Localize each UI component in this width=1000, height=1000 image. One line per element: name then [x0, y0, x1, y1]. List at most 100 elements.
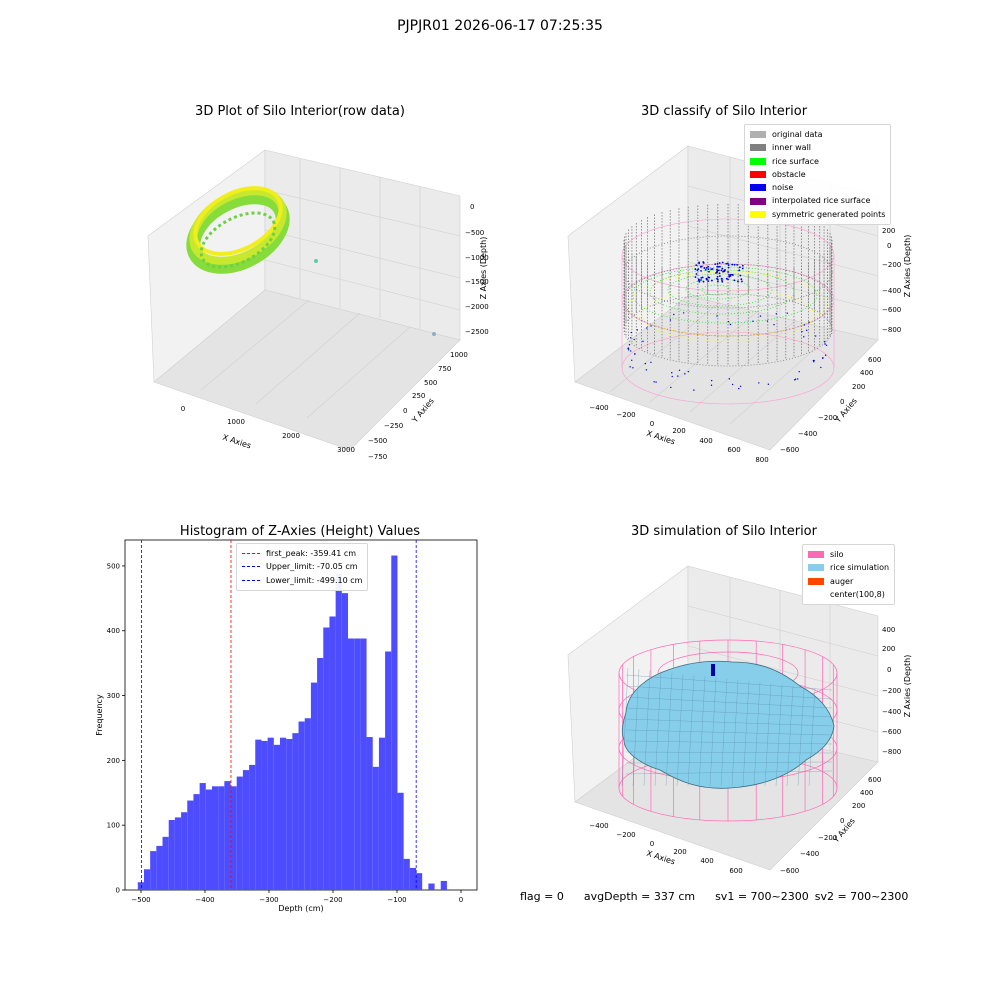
mesh-line [625, 718, 833, 727]
noise-point [707, 268, 710, 271]
noise-point [710, 279, 713, 282]
noise-point [729, 323, 732, 326]
panel1-y-ticks: −750 −500 −250 0 250 500 750 1000 [368, 351, 468, 461]
noise-point [728, 274, 730, 276]
panel2-z-tick: −800 [882, 326, 901, 334]
panel1-y-tick: −750 [368, 453, 387, 461]
panel4-x-tick: 0 [650, 840, 654, 848]
noise-point [653, 381, 655, 383]
noise-point [631, 359, 633, 362]
panel4-x-tick: 200 [673, 848, 686, 856]
noise-point [717, 265, 720, 268]
legend-entry: interpolated rice surface [750, 194, 885, 207]
histogram-bar [150, 851, 157, 890]
noise-point [700, 265, 703, 268]
mesh-line [709, 677, 717, 787]
histogram-bar [329, 616, 336, 890]
histogram-bar [416, 873, 423, 890]
figure-title: PJPJR01 2026-06-17 07:25:35 [397, 18, 603, 34]
histogram-bar [372, 766, 379, 890]
panel1-z-tick: −500 [465, 229, 484, 237]
legend-label: obstacle [772, 169, 806, 179]
noise-point [705, 277, 708, 280]
noise-point [736, 264, 739, 266]
histogram-bar [205, 789, 212, 890]
noise-point [722, 270, 724, 273]
noise-point [737, 280, 739, 283]
panel2-z-tick: −200 [882, 261, 901, 269]
noise-point [630, 350, 632, 352]
histogram-bar [236, 776, 243, 890]
histogram-bar [378, 737, 386, 890]
legend-swatch [750, 144, 766, 152]
histogram-bar [348, 638, 355, 890]
noise-point [703, 267, 706, 269]
noise-point [731, 273, 734, 276]
noise-point [716, 278, 719, 281]
panel4-x-ticks: −400 −200 0 200 400 600 [589, 822, 742, 875]
noise-point [628, 344, 631, 346]
panel1-z-tick: −2000 [465, 303, 489, 311]
noise-point [822, 357, 824, 359]
histogram-bar [168, 820, 175, 890]
noise-point [710, 268, 713, 271]
histogram-bar [409, 867, 417, 890]
noise-point [718, 272, 721, 275]
panel4-rice-surface [621, 660, 835, 789]
noise-point [707, 265, 710, 268]
panel2-y-tick: −600 [780, 446, 799, 454]
panel1-z-tick: −1000 [465, 254, 489, 262]
noise-point [697, 278, 700, 281]
noise-point [704, 268, 707, 271]
noise-point [698, 280, 701, 283]
histogram-bar [323, 627, 330, 890]
histogram-bar [242, 770, 250, 890]
histogram-bar [137, 882, 144, 890]
noise-point [825, 344, 828, 347]
panel4-z-label: Z Axies (Depth) [903, 655, 912, 718]
noise-point [694, 268, 697, 271]
noise-point [824, 343, 826, 345]
legend-line-swatch [242, 553, 260, 555]
panel4-y-ticks: −600 −400 −200 0 200 400 600 [780, 776, 881, 875]
noise-point [705, 267, 708, 269]
noise-point [716, 315, 718, 317]
panel1-x-tick: 1000 [227, 418, 245, 426]
legend-entry: first_peak: -359.41 cm [242, 547, 362, 560]
noise-point [716, 262, 719, 265]
noise-point [801, 330, 803, 333]
y-tick-label: 100 [107, 822, 120, 830]
noise-point [766, 320, 769, 322]
legend-entry: auger [808, 575, 889, 588]
histogram-bar [317, 657, 324, 890]
x-tick-label: −300 [259, 896, 278, 904]
noise-point [650, 325, 652, 327]
legend-line-swatch [242, 566, 260, 568]
mesh-line [742, 681, 750, 787]
histogram-bar [249, 764, 256, 890]
panel2-x-tick: 0 [650, 420, 654, 428]
panel2-x-tick: 600 [727, 446, 740, 454]
footer-stats: flag = 0 avgDepth = 337 cm sv1 = 700~2300 s… [520, 890, 928, 903]
noise-point [687, 370, 690, 373]
noise-point [741, 264, 744, 267]
histogram-bar [310, 682, 318, 890]
legend-entry: rice surface [750, 155, 885, 168]
panel2-noise [627, 261, 828, 391]
avg-depth-value: avgDepth = 337 cm [583, 890, 696, 903]
legend-label: inner wall [772, 143, 812, 153]
mesh-line [731, 679, 739, 787]
noise-point [670, 386, 672, 389]
panel2-legend: original data inner wall rice surface obsta… [744, 124, 892, 226]
noise-point [793, 379, 796, 381]
histogram-bar [335, 573, 342, 890]
legend-entry: center(100,8) [808, 588, 889, 601]
mesh-line [654, 671, 662, 787]
mesh-line [621, 667, 629, 787]
noise-point [700, 276, 703, 279]
noise-point [630, 331, 632, 334]
noise-point [739, 274, 742, 277]
panel1-panes [147, 149, 461, 451]
noise-point [727, 271, 730, 273]
histogram-bar [230, 786, 237, 890]
